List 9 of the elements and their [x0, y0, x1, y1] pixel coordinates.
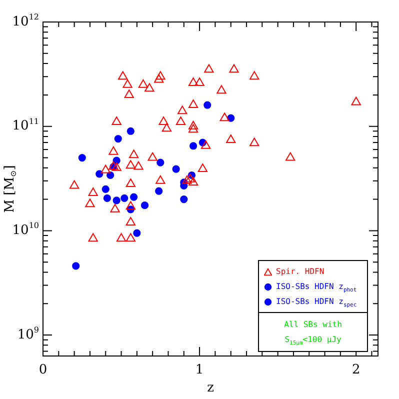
x-tick-label: 0	[38, 362, 48, 378]
legend-label: ISO-SBs HDFN z$_{phot}$	[276, 282, 357, 294]
x-tick-label: 2	[352, 362, 360, 378]
x-tick-label: 1	[195, 362, 204, 378]
legend-label: Spir. HDFN	[276, 267, 324, 276]
annotation: All SBs with S$_{15μm}$<100 μJy	[283, 319, 343, 349]
legend-label: ISO-SBs HDFN z$_{spec}$	[276, 297, 357, 309]
x-axis-title: z	[207, 380, 214, 396]
y-axis-title: M [M⊙]	[2, 165, 18, 213]
